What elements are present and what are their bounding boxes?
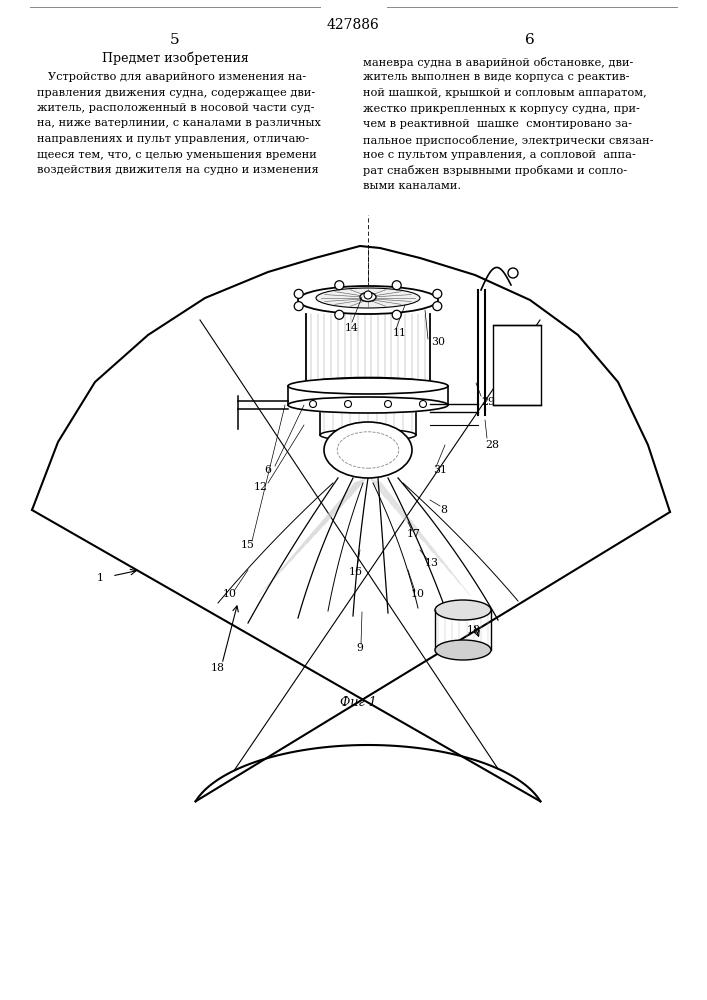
Text: житель выполнен в виде корпуса с реактив-: житель выполнен в виде корпуса с реактив… [363, 73, 629, 83]
Text: 16: 16 [349, 567, 363, 577]
Ellipse shape [288, 378, 448, 394]
Text: 13: 13 [425, 558, 439, 568]
Text: воздействия движителя на судно и изменения: воздействия движителя на судно и изменен… [37, 165, 319, 175]
Text: 28: 28 [485, 440, 499, 450]
Circle shape [433, 289, 442, 298]
Circle shape [335, 310, 344, 319]
Text: направлениях и пульт управления, отличаю-: направлениях и пульт управления, отличаю… [37, 134, 309, 144]
Text: 15: 15 [241, 540, 255, 550]
Ellipse shape [320, 429, 416, 441]
Text: 30: 30 [431, 337, 445, 347]
Text: 31: 31 [433, 465, 447, 475]
Text: 5: 5 [170, 33, 180, 47]
Text: 29: 29 [481, 397, 495, 407]
Text: 6: 6 [525, 33, 535, 47]
Circle shape [344, 400, 351, 408]
Text: чем в реактивной  шашке  смонтировано за-: чем в реактивной шашке смонтировано за- [363, 119, 632, 129]
Text: ное с пультом управления, а сопловой  аппа-: ное с пультом управления, а сопловой апп… [363, 150, 636, 160]
Text: 6: 6 [264, 465, 271, 475]
Text: Фиг 1: Фиг 1 [339, 696, 376, 708]
Text: Устройство для аварийного изменения на-: Устройство для аварийного изменения на- [37, 72, 306, 82]
Text: пальное приспособление, электрически связан-: пальное приспособление, электрически свя… [363, 134, 653, 145]
Text: рат снабжен взрывными пробками и сопло-: рат снабжен взрывными пробками и сопло- [363, 165, 627, 176]
Text: 14: 14 [345, 323, 359, 333]
Circle shape [364, 291, 372, 299]
Text: житель, расположенный в носовой части суд-: житель, расположенный в носовой части су… [37, 103, 315, 113]
Text: 17: 17 [407, 529, 421, 539]
Circle shape [385, 400, 392, 408]
Text: на, ниже ватерлинии, с каналами в различных: на, ниже ватерлинии, с каналами в различ… [37, 118, 321, 128]
Ellipse shape [298, 286, 438, 314]
Bar [493, 325, 541, 405]
Text: 18: 18 [467, 625, 481, 635]
Circle shape [294, 289, 303, 298]
Circle shape [392, 310, 401, 319]
Circle shape [508, 268, 518, 278]
Ellipse shape [316, 288, 420, 308]
Text: 18: 18 [211, 663, 225, 673]
Text: щееся тем, что, с целью уменьшения времени: щееся тем, что, с целью уменьшения време… [37, 149, 317, 159]
Text: 1: 1 [96, 573, 103, 583]
Text: 11: 11 [393, 328, 407, 338]
Circle shape [335, 281, 344, 290]
Circle shape [294, 302, 303, 311]
Ellipse shape [324, 422, 412, 478]
Ellipse shape [435, 600, 491, 620]
Circle shape [419, 400, 426, 408]
Ellipse shape [306, 377, 430, 390]
Circle shape [310, 400, 317, 408]
Ellipse shape [435, 640, 491, 660]
Text: Предмет изобретения: Предмет изобретения [102, 51, 248, 65]
Text: маневра судна в аварийной обстановке, дви-: маневра судна в аварийной обстановке, дв… [363, 57, 633, 68]
Ellipse shape [360, 292, 376, 302]
Text: правления движения судна, содержащее дви-: правления движения судна, содержащее дви… [37, 88, 315, 98]
Text: ной шашкой, крышкой и сопловым аппаратом,: ной шашкой, крышкой и сопловым аппаратом… [363, 88, 647, 98]
Text: 427886: 427886 [327, 18, 380, 32]
Text: выми каналами.: выми каналами. [363, 181, 461, 191]
Text: 9: 9 [356, 643, 363, 653]
Text: 10: 10 [411, 589, 425, 599]
Text: жестко прикрепленных к корпусу судна, при-: жестко прикрепленных к корпусу судна, пр… [363, 104, 640, 113]
Text: 12: 12 [254, 482, 268, 492]
Text: 10: 10 [223, 589, 237, 599]
Circle shape [392, 281, 401, 290]
Ellipse shape [288, 397, 448, 413]
Text: 8: 8 [440, 505, 448, 515]
Circle shape [433, 302, 442, 311]
